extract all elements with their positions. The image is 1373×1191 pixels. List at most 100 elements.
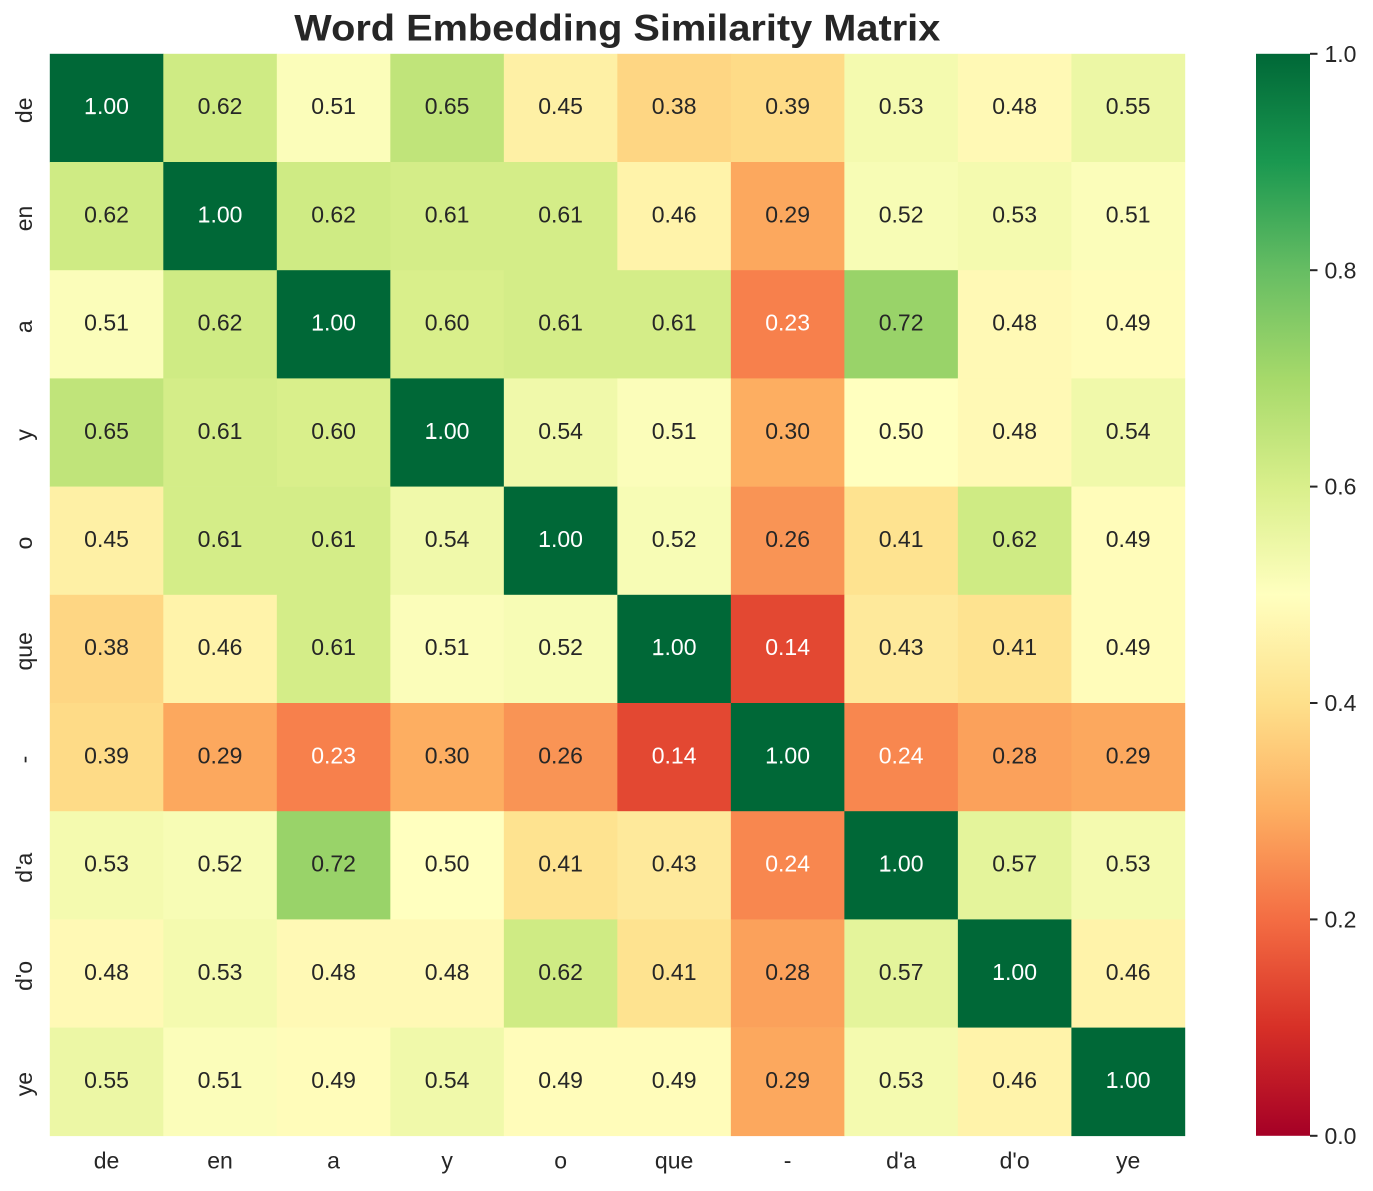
svg-text:0.61: 0.61 [538, 201, 583, 227]
svg-text:0.50: 0.50 [879, 418, 924, 444]
svg-text:0.48: 0.48 [425, 959, 470, 985]
svg-text:0.23: 0.23 [311, 742, 356, 768]
svg-text:0.65: 0.65 [425, 93, 470, 119]
svg-text:0.53: 0.53 [84, 851, 129, 877]
svg-text:ye: ye [1116, 1147, 1140, 1173]
svg-text:en: en [207, 1147, 233, 1173]
svg-text:0.61: 0.61 [198, 526, 243, 552]
svg-text:0.24: 0.24 [765, 851, 810, 877]
svg-text:0.38: 0.38 [84, 634, 129, 660]
svg-text:0.61: 0.61 [538, 310, 583, 336]
svg-text:0.49: 0.49 [1106, 310, 1151, 336]
svg-text:0.14: 0.14 [765, 634, 810, 660]
svg-text:0.46: 0.46 [992, 1067, 1037, 1093]
svg-text:1.0: 1.0 [1325, 41, 1357, 67]
svg-text:0.43: 0.43 [652, 851, 697, 877]
svg-text:0.41: 0.41 [652, 959, 697, 985]
svg-text:0.23: 0.23 [765, 310, 810, 336]
svg-text:d'a: d'a [886, 1147, 916, 1173]
svg-text:0.62: 0.62 [538, 959, 583, 985]
svg-text:0.26: 0.26 [538, 742, 583, 768]
svg-text:0.48: 0.48 [84, 959, 129, 985]
svg-text:0.62: 0.62 [992, 526, 1037, 552]
svg-text:0.57: 0.57 [879, 959, 924, 985]
svg-text:0.53: 0.53 [992, 201, 1037, 227]
svg-text:0.41: 0.41 [879, 526, 924, 552]
svg-text:0.2: 0.2 [1325, 907, 1357, 933]
svg-text:de: de [94, 1147, 120, 1173]
svg-text:0.29: 0.29 [198, 742, 243, 768]
svg-text:0.0: 0.0 [1325, 1123, 1357, 1149]
svg-text:0.30: 0.30 [765, 418, 810, 444]
svg-text:0.53: 0.53 [1106, 851, 1151, 877]
svg-text:0.26: 0.26 [765, 526, 810, 552]
svg-text:1.00: 1.00 [538, 526, 583, 552]
svg-text:0.54: 0.54 [538, 418, 583, 444]
svg-text:0.61: 0.61 [652, 310, 697, 336]
svg-text:0.29: 0.29 [765, 201, 810, 227]
svg-text:0.49: 0.49 [652, 1067, 697, 1093]
svg-text:0.61: 0.61 [311, 634, 356, 660]
svg-text:0.62: 0.62 [198, 93, 243, 119]
svg-text:0.8: 0.8 [1325, 257, 1357, 283]
svg-text:0.51: 0.51 [198, 1067, 243, 1093]
svg-text:0.54: 0.54 [1106, 418, 1151, 444]
svg-text:0.52: 0.52 [198, 851, 243, 877]
svg-text:en: en [11, 206, 37, 232]
svg-text:0.55: 0.55 [84, 1067, 129, 1093]
svg-text:0.49: 0.49 [1106, 526, 1151, 552]
svg-text:0.51: 0.51 [84, 310, 129, 336]
svg-text:0.54: 0.54 [425, 526, 470, 552]
svg-text:0.54: 0.54 [425, 1067, 470, 1093]
svg-text:y: y [11, 429, 37, 441]
svg-text:0.72: 0.72 [879, 310, 924, 336]
svg-text:0.41: 0.41 [538, 851, 583, 877]
svg-text:o: o [554, 1147, 567, 1173]
svg-text:0.48: 0.48 [992, 418, 1037, 444]
svg-text:0.45: 0.45 [538, 93, 583, 119]
svg-text:0.49: 0.49 [311, 1067, 356, 1093]
svg-text:0.62: 0.62 [311, 201, 356, 227]
svg-text:0.28: 0.28 [765, 959, 810, 985]
svg-text:Word Embedding Similarity Matr: Word Embedding Similarity Matrix [294, 7, 940, 48]
svg-text:-: - [784, 1147, 792, 1173]
svg-text:0.29: 0.29 [765, 1067, 810, 1093]
svg-text:0.46: 0.46 [1106, 959, 1151, 985]
svg-text:0.39: 0.39 [84, 742, 129, 768]
svg-text:0.60: 0.60 [425, 310, 470, 336]
svg-text:o: o [11, 537, 37, 550]
svg-text:y: y [441, 1147, 453, 1173]
svg-text:0.61: 0.61 [425, 201, 470, 227]
svg-text:0.6: 0.6 [1325, 474, 1357, 500]
svg-text:0.51: 0.51 [1106, 201, 1151, 227]
svg-text:0.28: 0.28 [992, 742, 1037, 768]
svg-text:0.48: 0.48 [992, 310, 1037, 336]
svg-text:0.53: 0.53 [879, 1067, 924, 1093]
svg-text:1.00: 1.00 [765, 742, 810, 768]
svg-text:0.52: 0.52 [538, 634, 583, 660]
svg-text:0.24: 0.24 [879, 742, 924, 768]
svg-text:0.39: 0.39 [765, 93, 810, 119]
svg-text:0.62: 0.62 [198, 310, 243, 336]
svg-text:0.53: 0.53 [879, 93, 924, 119]
svg-text:0.52: 0.52 [652, 526, 697, 552]
svg-text:0.46: 0.46 [652, 201, 697, 227]
svg-text:1.00: 1.00 [992, 959, 1037, 985]
svg-text:0.48: 0.48 [992, 93, 1037, 119]
svg-text:1.00: 1.00 [879, 851, 924, 877]
svg-text:0.41: 0.41 [992, 634, 1037, 660]
svg-text:0.4: 0.4 [1325, 690, 1357, 716]
svg-text:a: a [11, 320, 37, 333]
svg-text:0.53: 0.53 [198, 959, 243, 985]
svg-text:0.51: 0.51 [311, 93, 356, 119]
svg-text:0.72: 0.72 [311, 851, 356, 877]
svg-text:0.29: 0.29 [1106, 742, 1151, 768]
svg-text:0.57: 0.57 [992, 851, 1037, 877]
svg-text:d'a: d'a [11, 853, 37, 883]
svg-text:d'o: d'o [11, 961, 37, 991]
svg-text:0.55: 0.55 [1106, 93, 1151, 119]
svg-text:0.52: 0.52 [879, 201, 924, 227]
svg-text:-: - [11, 756, 37, 764]
svg-text:de: de [11, 98, 37, 124]
svg-text:a: a [327, 1147, 340, 1173]
